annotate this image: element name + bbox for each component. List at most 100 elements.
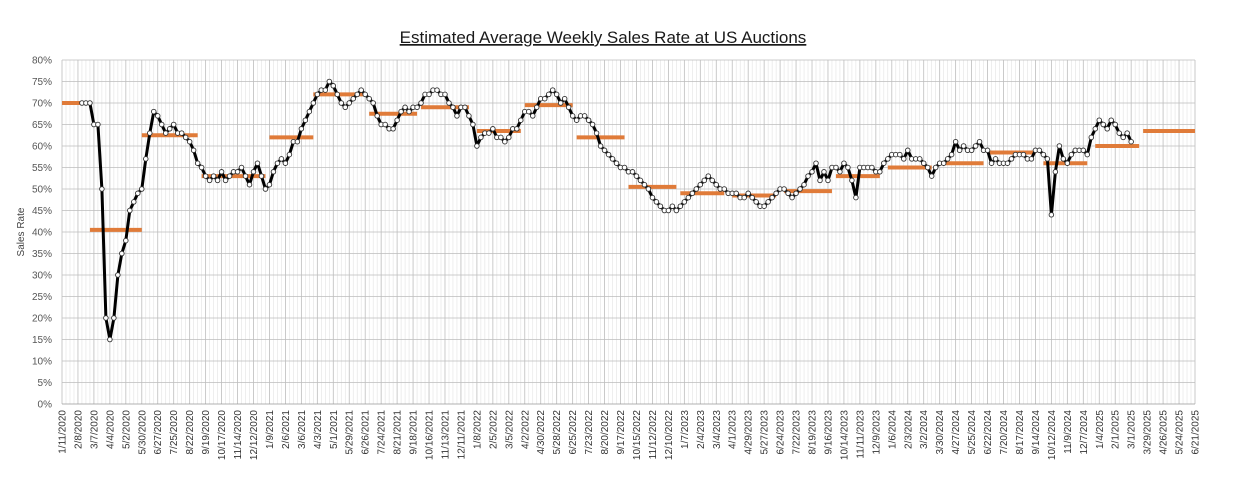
data-point: [673, 207, 680, 214]
data-point: [709, 177, 716, 184]
data-point: [753, 199, 759, 205]
x-tick-label: 11/13/2021: [440, 410, 451, 460]
data-point: [474, 143, 480, 149]
data-point: [454, 113, 460, 119]
data-point: [869, 164, 875, 171]
x-tick-label: 1/4/2025: [1095, 410, 1106, 449]
data-point: [641, 181, 648, 188]
x-tick-label: 8/17/2024: [1015, 410, 1026, 455]
data-point: [1120, 134, 1126, 141]
x-tick-label: 6/22/2024: [983, 410, 994, 455]
data-point: [657, 203, 664, 209]
data-point: [326, 78, 333, 85]
data-point: [773, 190, 779, 197]
data-point: [414, 104, 420, 111]
data-point: [825, 177, 831, 184]
data-point: [127, 207, 133, 214]
data-point: [948, 151, 955, 158]
data-point: [186, 138, 193, 145]
sales-rate-markers: [79, 78, 1134, 343]
data-point: [924, 164, 931, 171]
data-point: [346, 100, 352, 106]
data-point: [518, 117, 524, 123]
data-point: [358, 87, 364, 93]
data-point: [705, 173, 712, 179]
data-point: [446, 100, 452, 106]
data-point: [298, 126, 305, 132]
x-tick-label: 11/9/2024: [1063, 410, 1074, 454]
x-tick-label: 9/16/2023: [823, 410, 834, 455]
data-point: [274, 160, 281, 166]
x-tick-label: 4/2/2022: [520, 410, 531, 449]
data-point: [769, 194, 775, 201]
data-point: [1040, 151, 1047, 158]
data-point: [390, 126, 396, 132]
x-tick-label: 12/12/2020: [249, 410, 260, 460]
data-point: [246, 181, 253, 188]
x-tick-label: 5/25/2024: [967, 410, 978, 455]
data-point: [565, 104, 572, 111]
data-point: [916, 156, 923, 162]
data-point: [944, 156, 951, 162]
y-tick-label: 40%: [32, 228, 52, 239]
data-point: [286, 151, 293, 158]
data-point: [334, 91, 341, 98]
data-point: [294, 138, 301, 145]
x-tick-label: 5/24/2025: [1175, 410, 1186, 455]
x-tick-label: 5/27/2023: [760, 410, 771, 455]
x-tick-label: 2/4/2023: [696, 410, 707, 449]
data-point: [601, 147, 608, 154]
data-point: [486, 130, 492, 136]
data-point: [250, 169, 257, 175]
data-point: [490, 126, 496, 132]
x-tick-label: 9/14/2024: [1031, 410, 1042, 455]
data-point: [190, 147, 197, 154]
data-point: [1124, 130, 1130, 136]
data-point: [426, 91, 432, 98]
data-point: [162, 130, 169, 136]
y-tick-label: 75%: [32, 77, 52, 88]
data-point: [394, 117, 400, 123]
x-tick-label: 6/25/2022: [568, 410, 579, 455]
x-tick-label: 7/24/2021: [377, 410, 388, 455]
data-point: [99, 186, 105, 192]
x-tick-label: 12/10/2022: [664, 410, 675, 460]
data-point: [278, 156, 285, 162]
x-tick-label: 2/3/2024: [903, 410, 914, 449]
chart-title: Estimated Average Weekly Sales Rate at U…: [400, 28, 807, 47]
x-tick-label: 1/7/2023: [680, 410, 691, 449]
x-tick-label: 3/4/2023: [712, 410, 723, 449]
data-point: [1084, 151, 1091, 158]
data-point: [833, 164, 839, 171]
data-point: [530, 113, 536, 119]
x-tick-label: 2/8/2020: [73, 410, 84, 449]
data-point: [713, 181, 720, 188]
x-tick-label: 4/4/2020: [105, 410, 116, 449]
x-tick-label: 8/19/2023: [808, 410, 819, 455]
x-tick-label: 1/8/2022: [472, 410, 483, 449]
data-point: [901, 156, 907, 162]
data-point: [1008, 156, 1015, 162]
data-point: [370, 100, 376, 106]
x-tick-label: 7/23/2022: [584, 410, 595, 455]
data-point: [1044, 156, 1051, 162]
data-point: [382, 121, 388, 128]
x-tick-label: 8/21/2021: [393, 410, 404, 455]
data-point: [877, 169, 883, 175]
data-point: [585, 117, 592, 123]
data-point: [781, 186, 787, 192]
data-point: [111, 315, 117, 321]
x-tick-label: 5/29/2021: [345, 410, 356, 455]
data-point: [920, 160, 927, 166]
data-point: [402, 104, 408, 111]
data-point: [1020, 151, 1027, 158]
x-tick-label: 12/11/2021: [456, 410, 467, 460]
data-point: [462, 104, 468, 111]
data-point: [1100, 121, 1106, 128]
data-point: [498, 134, 504, 141]
data-point: [553, 91, 560, 98]
data-point: [202, 173, 209, 179]
y-tick-label: 65%: [32, 120, 52, 131]
x-tick-label: 10/16/2021: [425, 410, 436, 460]
